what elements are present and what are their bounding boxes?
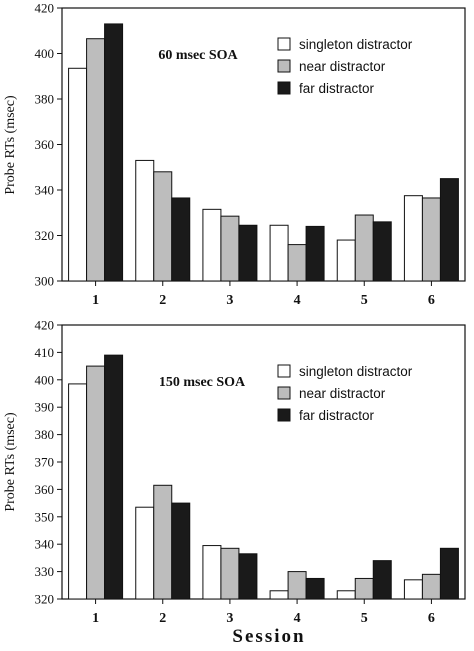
legend-label-far: far distractor [299,81,375,96]
bar-far-session-5 [372,560,392,600]
y-tick-label: 330 [35,564,55,579]
y-tick-label: 410 [35,345,55,360]
bar-far-session-3 [238,553,258,600]
y-tick-label: 320 [35,228,55,243]
legend-swatch-near [277,386,291,400]
bar-singleton-session-1 [68,383,88,600]
y-tick-label: 360 [35,482,55,497]
bar-far-session-4 [305,577,325,600]
bar-singleton-session-5 [336,239,356,282]
bar-near-session-1 [86,38,106,282]
bar-singleton-session-1 [68,67,88,282]
bar-singleton-session-6 [403,195,423,282]
x-tick-label: 4 [294,293,301,308]
bar-near-session-4 [287,571,307,600]
bar-far-session-6 [439,547,459,600]
x-tick-label: 6 [428,293,435,308]
x-tick-label: 2 [159,611,166,626]
y-tick-label: 300 [35,274,55,289]
y-axis-label: Probe RTs (msec) [3,95,18,195]
x-tick-label: 5 [361,293,368,308]
bar-near-session-3 [220,547,240,600]
panel-title: 150 msec SOA [159,375,246,390]
x-tick-label: 1 [92,611,99,626]
y-tick-label: 320 [35,592,55,607]
bar-near-session-5 [354,577,374,600]
legend-swatch-near [277,59,291,73]
y-tick-label: 340 [35,537,55,552]
bar-singleton-session-3 [202,208,222,282]
legend-swatch-far [277,408,291,422]
x-tick-label: 1 [92,293,99,308]
chart-panel-60ms: 300 320 340 360 380 400 420 Probe RTs (msec) 1 2 3… [3,1,466,308]
legend-swatch-singleton [277,37,291,51]
x-tick-label: 4 [294,611,301,626]
y-tick-label: 420 [35,1,55,16]
x-axis-label: Session [232,626,305,647]
bar-near-session-6 [421,573,441,600]
y-tick-label: 400 [35,372,55,387]
y-tick-label: 390 [35,400,55,415]
bar-near-session-2 [153,484,173,600]
legend-label-far: far distractor [299,408,375,423]
bar-near-session-4 [287,244,307,282]
bar-singleton-session-6 [403,579,423,600]
bar-singleton-session-4 [269,590,289,600]
x-tick-label: 5 [361,611,368,626]
x-tick-label: 3 [226,293,233,308]
bar-far-session-1 [104,354,124,600]
bar-far-session-5 [372,221,392,282]
y-tick-label: 420 [35,318,55,333]
bar-singleton-session-3 [202,545,222,600]
legend: singleton distractor near distractor far d… [277,364,413,423]
x-tick-label: 3 [226,611,233,626]
bar-near-session-3 [220,215,240,282]
bar-singleton-session-4 [269,224,289,282]
bar-far-session-1 [104,23,124,282]
bar-near-session-1 [86,365,106,600]
legend-label-singleton: singleton distractor [299,364,413,379]
y-tick-label: 340 [35,183,55,198]
chart-panel-150ms: 320 330 340 350 360 370 380 390 400 410 420 Probe R… [3,318,466,626]
y-axis-label: Probe RTs (msec) [3,412,18,512]
legend-swatch-far [277,81,291,95]
legend-swatch-singleton [277,364,291,378]
legend-label-singleton: singleton distractor [299,37,413,52]
bar-far-session-3 [238,224,258,282]
bar-singleton-session-2 [135,506,155,600]
legend-label-near: near distractor [299,59,386,74]
bar-near-session-5 [354,214,374,282]
bar-far-session-2 [171,502,191,600]
y-tick-label: 380 [35,427,55,442]
x-tick-label: 6 [428,611,435,626]
y-tick-label: 380 [35,92,55,107]
bar-far-session-4 [305,225,325,282]
panel-title: 60 msec SOA [158,48,238,63]
y-tick-label: 370 [35,455,55,470]
y-tick-label: 400 [35,46,55,61]
bar-far-session-6 [439,178,459,282]
bar-near-session-2 [153,171,173,282]
bar-singleton-session-5 [336,590,356,600]
legend: singleton distractor near distractor far d… [277,37,413,96]
x-tick-label: 2 [159,293,166,308]
y-tick-label: 350 [35,509,55,524]
bar-near-session-6 [421,197,441,282]
bar-far-session-2 [171,197,191,282]
bar-singleton-session-2 [135,159,155,282]
y-tick-label: 360 [35,137,55,152]
legend-label-near: near distractor [299,386,386,401]
